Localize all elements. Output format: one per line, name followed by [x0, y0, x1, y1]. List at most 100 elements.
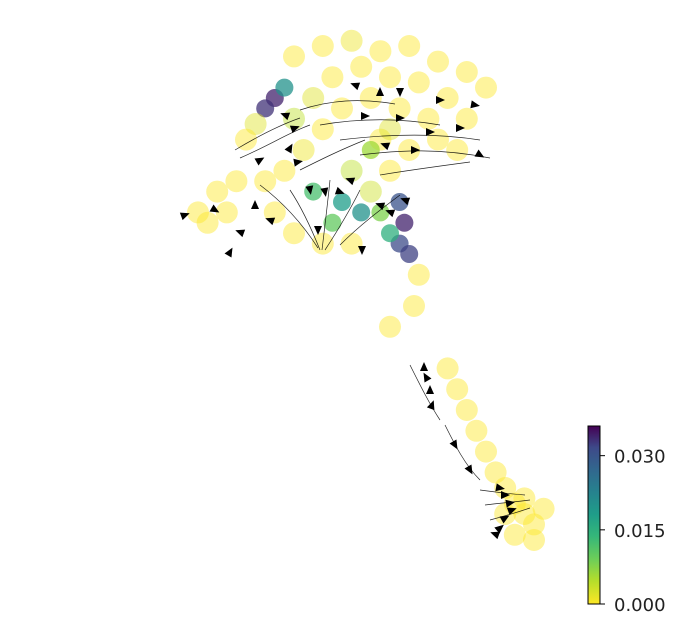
- velocity-arrowhead: [350, 82, 361, 91]
- streamline: [239, 124, 311, 159]
- velocity-arrowhead: [499, 515, 510, 524]
- scatter-point: [484, 461, 507, 484]
- streamline: [444, 424, 481, 481]
- scatter-point: [455, 61, 478, 83]
- velocity-arrowhead: [396, 114, 405, 122]
- scatter-point: [427, 50, 449, 73]
- streamline: [259, 184, 319, 249]
- streamline: [339, 194, 401, 246]
- scatter-point: [283, 222, 305, 245]
- scatter-point: [403, 295, 425, 317]
- velocity-arrowhead: [179, 212, 190, 221]
- scatter-points: [187, 29, 555, 551]
- streamline: [321, 179, 331, 251]
- scatter-point: [187, 201, 209, 224]
- velocity-arrowhead: [209, 204, 220, 213]
- scatter-point: [455, 107, 478, 130]
- velocity-arrowhead: [423, 372, 432, 383]
- scatter-point: [379, 159, 401, 182]
- scatter-point: [235, 128, 257, 151]
- streamline: [234, 117, 301, 151]
- velocity-arrowhead: [385, 209, 396, 218]
- scatter-point: [273, 159, 296, 182]
- scatter-point: [523, 513, 545, 536]
- scatter-point: [352, 203, 371, 222]
- scatter-point: [256, 99, 275, 118]
- velocity-arrowhead: [254, 157, 265, 166]
- velocity-arrowhead: [470, 100, 480, 109]
- velocity-arrowhead: [494, 524, 504, 534]
- scatter-point: [446, 378, 469, 401]
- scatter-point: [263, 201, 286, 224]
- scatter-point: [381, 224, 399, 243]
- scatter-point: [398, 35, 421, 57]
- streamline: [299, 100, 396, 111]
- velocity-arrowhead: [305, 185, 314, 195]
- scatter-point: [311, 118, 334, 141]
- scatter-point: [465, 419, 488, 442]
- scatter-point: [359, 87, 382, 109]
- scatter-point: [350, 55, 373, 78]
- velocity-arrowhead: [251, 200, 259, 209]
- scatter-point: [311, 35, 334, 57]
- velocity-arrowhead: [361, 112, 370, 120]
- scatter-point: [275, 78, 294, 97]
- scatter-point: [379, 118, 401, 141]
- scatter-point: [532, 497, 555, 520]
- scatter-point: [196, 211, 219, 234]
- colorbar: 0.000 0.015 0.030: [587, 425, 666, 616]
- velocity-arrowhead: [224, 247, 233, 258]
- velocity-arrowhead: [289, 125, 300, 134]
- scatter-point: [323, 213, 342, 232]
- scatter-point: [427, 128, 449, 151]
- velocity-arrowhead: [464, 464, 473, 475]
- velocity-arrowhead: [506, 507, 517, 516]
- scatter-point: [340, 29, 363, 52]
- velocity-arrowhead: [314, 226, 322, 235]
- scatter-point: [304, 182, 323, 201]
- scatter-point: [455, 399, 478, 421]
- colorbar-tick-label: 0.000: [614, 595, 666, 616]
- scatter-point: [436, 87, 459, 109]
- velocity-arrowhead: [358, 246, 366, 255]
- velocity-arrowhead: [400, 197, 411, 206]
- streamline: [299, 139, 366, 171]
- colorbar-ticks: 0.000 0.015 0.030: [600, 447, 666, 616]
- velocity-arrowhead: [380, 142, 391, 151]
- scatter-point: [333, 193, 351, 211]
- scatter-point: [379, 66, 401, 89]
- scatter-point: [494, 503, 517, 525]
- velocity-arrowhead: [265, 217, 276, 226]
- velocity-arrowhead: [505, 499, 515, 508]
- velocity-arrowhead: [426, 400, 435, 411]
- scatter-point: [513, 503, 536, 525]
- scatter-point: [390, 193, 409, 211]
- scatter-point: [321, 66, 344, 89]
- streamline: [324, 189, 361, 251]
- scatter-point: [523, 529, 545, 551]
- velocity-arrowhead: [474, 149, 485, 158]
- velocity-arrowhead: [456, 124, 465, 132]
- velocity-arrowhead: [345, 177, 356, 186]
- velocity-arrowhead: [490, 531, 501, 540]
- streamline: [319, 119, 441, 126]
- streamline: [409, 364, 441, 421]
- scatter-point: [340, 232, 363, 255]
- scatter-point: [513, 487, 536, 510]
- scatter-point: [475, 76, 497, 99]
- colorbar-tick-label: 0.030: [614, 447, 666, 468]
- velocity-arrowhead: [449, 439, 458, 450]
- scatter-point: [331, 97, 353, 120]
- scatter-point: [446, 139, 469, 161]
- velocity-arrowhead: [495, 483, 505, 492]
- scatter-point: [215, 201, 238, 224]
- scatter-point: [225, 170, 248, 193]
- velocity-arrowhead: [235, 229, 246, 238]
- velocity-arrowhead: [375, 202, 386, 211]
- velocity-arrowhead: [293, 158, 303, 167]
- velocity-arrowhead: [280, 112, 291, 121]
- scatter-point: [395, 213, 414, 232]
- scatter-point: [359, 180, 382, 203]
- colorbar-gradient: [587, 425, 601, 605]
